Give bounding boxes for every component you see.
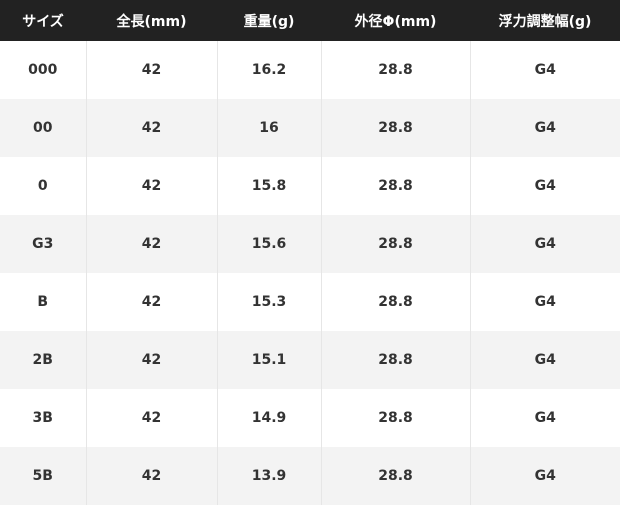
cell-diameter: 28.8	[320, 99, 470, 157]
cell-buoyancy: G4	[469, 215, 620, 273]
cell-size: 00	[0, 99, 86, 157]
header-size: サイズ	[0, 0, 86, 41]
table-row: 5B 42 13.9 28.8 G4	[0, 447, 620, 505]
cell-buoyancy: G4	[469, 447, 620, 505]
header-row: サイズ 全長(mm) 重量(g) 外径Φ(mm) 浮力調整幅(g)	[0, 0, 620, 41]
cell-buoyancy: G4	[469, 273, 620, 331]
cell-diameter: 28.8	[320, 215, 470, 273]
cell-length: 42	[85, 99, 217, 157]
cell-buoyancy: G4	[469, 99, 620, 157]
cell-size: 5B	[0, 447, 86, 505]
table-row: B 42 15.3 28.8 G4	[0, 273, 620, 331]
header-buoyancy: 浮力調整幅(g)	[470, 0, 620, 41]
cell-diameter: 28.8	[320, 157, 470, 215]
cell-buoyancy: G4	[469, 331, 620, 389]
table-row: 00 42 16 28.8 G4	[0, 99, 620, 157]
header-diameter: 外径Φ(mm)	[321, 0, 470, 41]
cell-weight: 15.8	[216, 157, 321, 215]
cell-size: 2B	[0, 331, 86, 389]
cell-length: 42	[85, 157, 217, 215]
table-row: 3B 42 14.9 28.8 G4	[0, 389, 620, 447]
cell-length: 42	[85, 331, 217, 389]
cell-diameter: 28.8	[320, 447, 470, 505]
cell-weight: 16.2	[216, 41, 321, 99]
cell-length: 42	[85, 41, 217, 99]
header-weight: 重量(g)	[217, 0, 321, 41]
cell-diameter: 28.8	[320, 273, 470, 331]
cell-weight: 13.9	[216, 447, 321, 505]
cell-size: B	[37, 294, 49, 310]
cell-length: 42	[85, 215, 217, 273]
cell-length: 42	[85, 273, 217, 331]
cell-buoyancy: G4	[469, 157, 620, 215]
cell-length: 42	[85, 389, 217, 447]
cell-size: 000	[28, 62, 58, 78]
table-row: 000 42 16.2 28.8 G4	[0, 41, 620, 99]
table-row: 0 42 15.8 28.8 G4	[0, 157, 620, 215]
header-length: 全長(mm)	[86, 0, 217, 41]
cell-buoyancy: G4	[469, 41, 620, 99]
cell-size: G3	[0, 215, 86, 273]
cell-size: 3B	[32, 410, 53, 426]
cell-weight: 16	[216, 99, 321, 157]
cell-length: 42	[85, 447, 217, 505]
table-row: 2B 42 15.1 28.8 G4	[0, 331, 620, 389]
cell-weight: 15.1	[216, 331, 321, 389]
cell-diameter: 28.8	[320, 389, 470, 447]
cell-weight: 15.6	[216, 215, 321, 273]
cell-buoyancy: G4	[469, 389, 620, 447]
table-row: G3 42 15.6 28.8 G4	[0, 215, 620, 273]
cell-diameter: 28.8	[320, 41, 470, 99]
cell-diameter: 28.8	[320, 331, 470, 389]
cell-weight: 14.9	[216, 389, 321, 447]
cell-weight: 15.3	[216, 273, 321, 331]
cell-size: 0	[37, 178, 48, 194]
